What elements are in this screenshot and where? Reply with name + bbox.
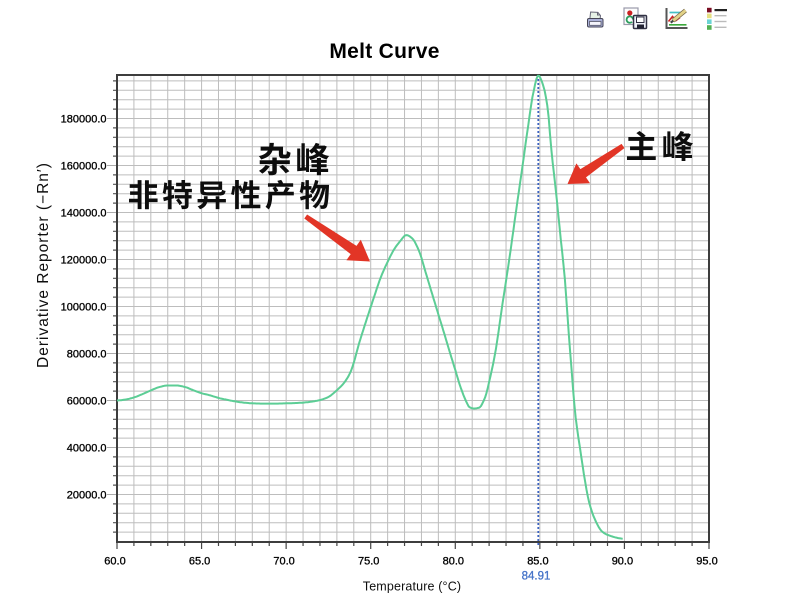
svg-text:65.0: 65.0 [189, 556, 210, 568]
svg-text:70.0: 70.0 [273, 556, 294, 568]
svg-text:84.91: 84.91 [522, 571, 551, 583]
svg-text:40000.0: 40000.0 [67, 442, 107, 454]
svg-text:20000.0: 20000.0 [67, 489, 107, 501]
svg-text:Melt Curve: Melt Curve [329, 40, 439, 63]
svg-text:140000.0: 140000.0 [61, 207, 107, 219]
svg-text:90.0: 90.0 [612, 556, 633, 568]
svg-text:180000.0: 180000.0 [61, 113, 107, 125]
svg-text:100000.0: 100000.0 [61, 301, 107, 313]
svg-text:Temperature (°C): Temperature (°C) [363, 580, 461, 594]
svg-text:85.0: 85.0 [527, 556, 548, 568]
svg-text:75.0: 75.0 [358, 556, 379, 568]
svg-text:160000.0: 160000.0 [61, 160, 107, 172]
svg-text:60.0: 60.0 [104, 556, 125, 568]
svg-text:Derivative Reporter (−Rn′): Derivative Reporter (−Rn′) [35, 162, 52, 368]
svg-text:80.0: 80.0 [443, 556, 464, 568]
svg-text:60000.0: 60000.0 [67, 395, 107, 407]
svg-text:95.0: 95.0 [696, 556, 717, 568]
svg-text:120000.0: 120000.0 [61, 254, 107, 266]
svg-text:80000.0: 80000.0 [67, 348, 107, 360]
